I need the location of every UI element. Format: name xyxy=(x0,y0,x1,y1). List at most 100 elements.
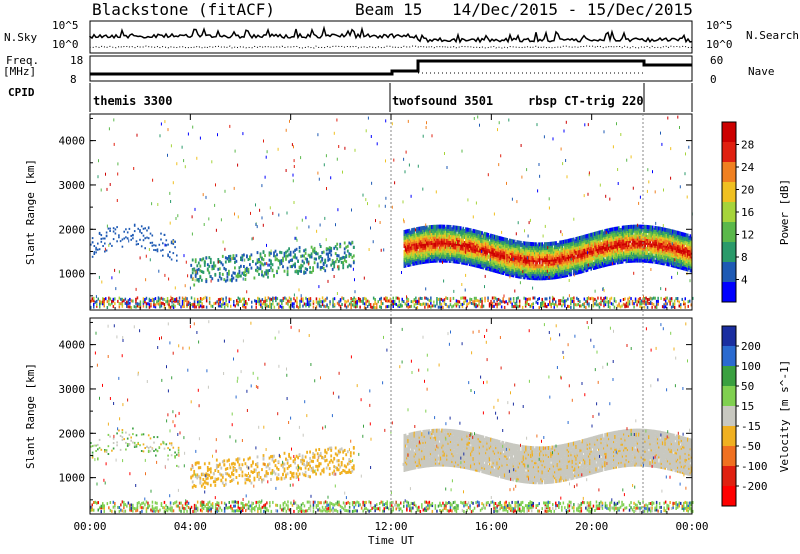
power-cell xyxy=(260,303,262,307)
power-cell xyxy=(544,256,546,261)
power-cell xyxy=(241,255,244,259)
power-cell xyxy=(570,238,572,243)
power-cell xyxy=(481,302,483,306)
power-cell xyxy=(606,240,609,245)
power-cell xyxy=(624,303,626,307)
power-cell xyxy=(544,297,546,301)
power-cell xyxy=(589,297,592,301)
power-cell xyxy=(497,302,500,306)
power-cell xyxy=(296,296,298,300)
power-cell xyxy=(156,250,159,253)
power-cell xyxy=(391,300,393,304)
power-cell xyxy=(637,300,640,304)
power-cell xyxy=(590,236,592,241)
power-cell xyxy=(413,298,416,302)
power-cell xyxy=(331,259,334,263)
power-cell xyxy=(213,302,215,306)
power-cell xyxy=(150,299,152,302)
power-cell xyxy=(487,254,490,259)
freq-tick-bottom: 8 xyxy=(70,73,77,86)
power-cell xyxy=(416,227,418,232)
power-cell xyxy=(350,297,352,300)
power-cell xyxy=(557,256,560,261)
power-cell xyxy=(630,258,633,263)
power-cell xyxy=(431,233,433,237)
power-cell xyxy=(514,301,516,305)
power-cell xyxy=(449,303,452,307)
power-cell xyxy=(121,297,124,301)
power-cell xyxy=(491,250,493,254)
power-cell xyxy=(638,224,640,229)
power-cell xyxy=(557,266,560,271)
power-cell xyxy=(558,299,560,303)
power-cell xyxy=(522,259,525,264)
power-cell xyxy=(594,297,596,301)
power-cell xyxy=(575,250,577,255)
power-cell xyxy=(541,299,543,303)
power-cell xyxy=(666,258,669,263)
power-cell xyxy=(298,265,301,269)
power-cell xyxy=(598,305,601,309)
power-cell xyxy=(655,260,658,264)
power-cell xyxy=(497,253,500,258)
power-cell xyxy=(351,303,354,307)
power-cell xyxy=(178,296,181,300)
power-cell xyxy=(417,250,419,255)
power-cell xyxy=(243,303,245,306)
power-cell xyxy=(333,297,336,301)
power-cell xyxy=(526,253,529,258)
power-cell xyxy=(639,302,641,306)
power-cell xyxy=(261,256,263,260)
power-cell xyxy=(664,302,667,305)
power-cell xyxy=(107,227,110,230)
power-cell xyxy=(276,269,278,273)
power-cell xyxy=(449,299,452,303)
power-cell xyxy=(481,305,483,309)
power-cell xyxy=(542,244,545,249)
power-cell xyxy=(250,266,253,270)
power-cell xyxy=(368,300,370,304)
power-cell xyxy=(600,296,602,300)
power-cell xyxy=(109,303,112,307)
power-cell xyxy=(292,255,295,259)
power-cell xyxy=(589,233,591,238)
power-cell xyxy=(154,305,157,309)
power-cell xyxy=(272,302,274,306)
power-cell xyxy=(392,302,394,306)
power-cell xyxy=(579,304,581,308)
power-cell xyxy=(618,226,620,231)
power-cell xyxy=(374,306,376,310)
power-cell xyxy=(219,300,221,304)
power-cell xyxy=(217,298,220,302)
power-cell xyxy=(304,257,307,261)
power-cell xyxy=(135,243,138,246)
power-cell xyxy=(567,262,570,267)
power-cell xyxy=(324,269,327,273)
power-cell xyxy=(244,273,247,277)
power-cell xyxy=(150,304,152,308)
power-cell xyxy=(561,304,563,308)
power-cell xyxy=(473,302,476,306)
power-cell xyxy=(447,224,449,229)
power-cell xyxy=(543,303,545,307)
power-cell xyxy=(276,297,279,301)
power-cell xyxy=(298,249,301,253)
power-cell xyxy=(652,302,655,306)
power-cell xyxy=(503,305,506,309)
power-cell xyxy=(476,229,478,234)
power-cell xyxy=(183,300,185,304)
power-cell xyxy=(153,304,155,308)
power-cell xyxy=(452,253,455,258)
power-cell xyxy=(151,234,154,237)
power-cell xyxy=(690,303,692,307)
power-cell xyxy=(155,244,157,247)
power-cell xyxy=(211,304,214,308)
power-cell xyxy=(103,304,105,308)
power-cell xyxy=(643,297,646,300)
power-cell xyxy=(656,238,659,243)
power-cell xyxy=(223,266,226,270)
power-cell xyxy=(460,226,462,231)
power-cell xyxy=(105,249,108,252)
power-cell xyxy=(576,303,578,307)
power-cell xyxy=(114,232,117,235)
